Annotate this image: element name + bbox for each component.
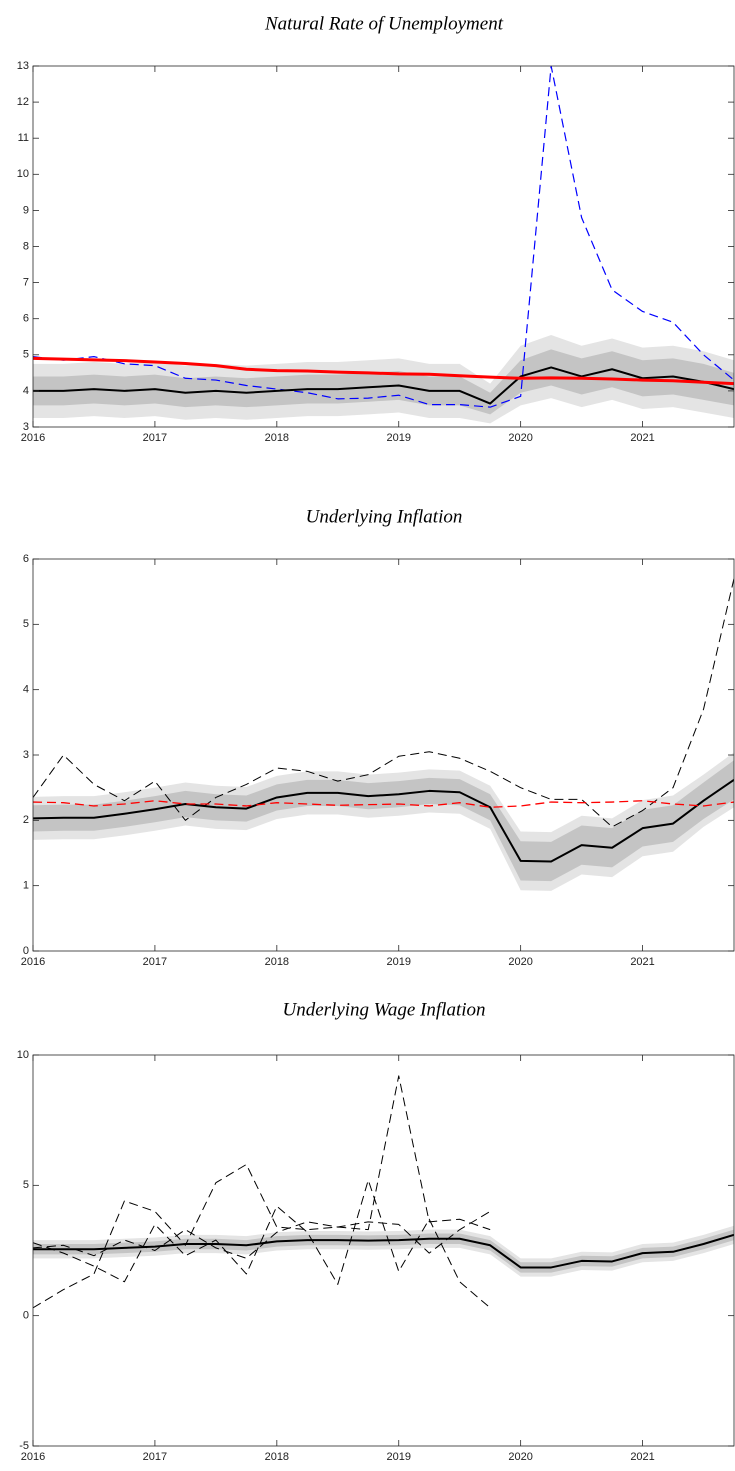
plot-frame	[32, 558, 735, 952]
series-line	[33, 1075, 491, 1309]
x-tick-label: 2018	[265, 956, 289, 968]
x-tick-label: 2021	[630, 432, 654, 444]
series-line	[33, 800, 734, 808]
uncertainty-band	[33, 1229, 734, 1273]
y-tick-label: 9	[23, 204, 29, 216]
y-tick-label: 2	[23, 814, 29, 826]
x-tick-label: 2016	[21, 432, 45, 444]
y-tick-label: 4	[23, 684, 29, 696]
y-tick-label: 13	[17, 60, 29, 72]
x-tick-label: 2018	[265, 1451, 289, 1463]
series-line	[33, 356, 734, 386]
y-tick-label: 5	[23, 349, 29, 361]
x-tick-label: 2016	[21, 956, 45, 968]
series-line	[33, 66, 734, 408]
plot-frame	[32, 1054, 735, 1447]
y-tick-label: 4	[23, 385, 29, 397]
chart-title: Underlying Inflation	[306, 506, 463, 527]
x-tick-label: 2020	[508, 1451, 532, 1463]
x-tick-label: 2017	[143, 432, 167, 444]
y-tick-label: 11	[18, 132, 29, 144]
x-tick-label: 2017	[143, 1451, 167, 1463]
x-tick-label: 2019	[386, 432, 410, 444]
y-tick-label: 1	[23, 880, 29, 892]
y-tick-label: 0	[23, 1310, 29, 1322]
y-tick-label: 6	[23, 313, 29, 325]
y-tick-label: 8	[23, 240, 29, 252]
y-tick-label: 6	[23, 553, 29, 565]
uncertainty-band	[33, 760, 734, 882]
x-tick-label: 2019	[386, 1451, 410, 1463]
chart-title: Underlying Wage Inflation	[283, 999, 486, 1020]
x-tick-label: 2021	[630, 956, 654, 968]
x-tick-label: 2018	[265, 432, 289, 444]
series-line	[33, 578, 734, 828]
x-tick-label: 2019	[386, 956, 410, 968]
series-line	[33, 1179, 491, 1309]
y-tick-label: 10	[17, 1049, 29, 1061]
series-line	[33, 366, 734, 405]
uncertainty-band	[33, 349, 734, 415]
y-tick-label: -5	[19, 1440, 29, 1452]
series-line	[33, 1233, 734, 1269]
x-tick-label: 2020	[508, 432, 532, 444]
series-line	[33, 1210, 491, 1259]
y-tick-label: 7	[23, 277, 29, 289]
y-tick-label: 3	[23, 421, 29, 433]
chart-title: Natural Rate of Unemployment	[264, 13, 504, 34]
y-tick-label: 0	[23, 945, 29, 957]
x-tick-label: 2016	[21, 1451, 45, 1463]
series-line	[33, 779, 734, 863]
y-tick-label: 5	[23, 1179, 29, 1191]
y-tick-label: 12	[17, 96, 29, 108]
x-tick-label: 2020	[508, 956, 532, 968]
x-tick-label: 2021	[630, 1451, 654, 1463]
y-tick-label: 5	[23, 618, 29, 630]
x-tick-label: 2017	[143, 956, 167, 968]
y-tick-label: 3	[23, 749, 29, 761]
y-tick-label: 10	[17, 168, 29, 180]
